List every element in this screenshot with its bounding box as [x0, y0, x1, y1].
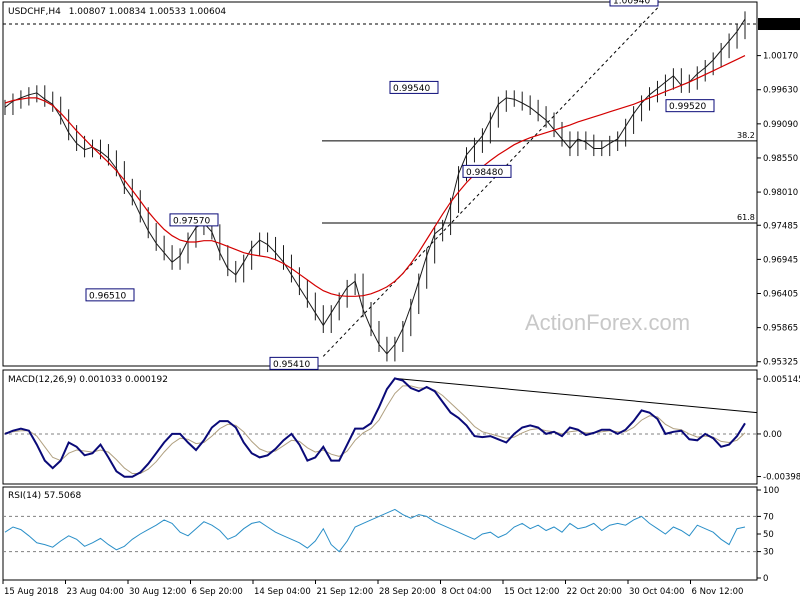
x-tick-label: 30 Oct 04:00	[629, 587, 684, 597]
price-y-tick-label: 0.99630	[763, 86, 798, 96]
fib-label-38.2: 38.2	[737, 131, 755, 140]
price-y-tick-label: 0.98010	[763, 188, 798, 198]
price-panel-title: USDCHF,H4 1.00807 1.00834 1.00533 1.0060…	[8, 7, 226, 17]
moving-average-line	[4, 55, 746, 297]
x-tick-label: 30 Aug 12:00	[129, 587, 186, 597]
level-callout-box	[269, 356, 319, 370]
level-callout-box	[389, 80, 439, 94]
price-y-tick-label: 0.98550	[763, 154, 798, 164]
price-series-layer	[4, 11, 746, 362]
level-callout-label: 0.96510	[89, 291, 126, 301]
macd-series-layer	[3, 377, 758, 478]
macd-panel-title: MACD(12,26,9) 0.001033 0.000192	[8, 375, 168, 385]
macd-y-tick-label: -0.003989	[763, 473, 800, 483]
current-price-flag	[758, 18, 800, 31]
level-callout-box	[85, 288, 135, 302]
price-y-tick-label: 0.99090	[763, 120, 798, 130]
price-line	[4, 18, 746, 355]
price-panel-frame	[2, 1, 758, 367]
macd-trendline	[394, 377, 758, 414]
x-tick-label: 28 Sep 20:00	[379, 587, 436, 597]
price-y-tick-label: 0.97485	[763, 221, 798, 231]
x-tick-label: 15 Oct 12:00	[504, 587, 559, 597]
level-callout-box	[609, 0, 659, 7]
x-tick-label: 23 Aug 04:00	[67, 587, 124, 597]
x-tick-label: 15 Aug 2018	[4, 587, 58, 597]
current-price-flag-label: 1.00670	[760, 21, 795, 31]
x-tick-label: 6 Sep 20:00	[192, 587, 243, 597]
ohlc-label: 1.00807 1.00834 1.00533 1.00604	[69, 7, 227, 17]
macd-y-tick-label: 0.005145	[763, 375, 800, 385]
rsi-y-tick-label: 50	[763, 530, 774, 540]
macd-y-tick-label: 0.00	[763, 430, 782, 440]
rsi-panel-frame	[2, 486, 758, 581]
symbol-label: USDCHF,H4	[8, 7, 61, 17]
uptrend-line	[322, 6, 659, 357]
rsi-series-layer	[3, 508, 757, 553]
level-callout-label: 0.97570	[173, 216, 210, 226]
rsi-y-tick-label: 70	[763, 512, 774, 522]
price-annotation-layer: 1.00940 0.99540 0.98480 0.99520 0.97570 0.965…	[85, 0, 715, 370]
level-callout-label: 1.00940	[613, 0, 650, 6]
fib-label-61.8: 61.8	[737, 213, 755, 222]
rsi-y-tick-label: 100	[763, 486, 779, 496]
price-y-tick-label: 0.96945	[763, 255, 798, 265]
price-static-layer: 38.2 61.8	[3, 6, 757, 357]
x-tick-label: 21 Sep 12:00	[317, 587, 374, 597]
y-axis-layer: 1.00170 0.99630 0.99090 0.98550 0.98010 0.974…	[757, 18, 800, 584]
rsi-line	[4, 508, 746, 553]
price-y-tick-label: 0.96405	[763, 289, 798, 299]
x-tick-label: 8 Oct 04:00	[442, 587, 492, 597]
x-tick-label: 22 Oct 20:00	[567, 587, 622, 597]
level-callout-box	[169, 213, 219, 227]
rsi-panel-title: RSI(14) 57.5068	[8, 491, 81, 501]
x-axis-layer: 15 Aug 2018 23 Aug 04:00 30 Aug 12:00 6 Sep…	[2, 580, 744, 597]
price-y-tick-label: 0.95865	[763, 324, 798, 334]
x-tick-label: 14 Sep 04:00	[254, 587, 311, 597]
rsi-y-tick-label: 30	[763, 548, 774, 558]
watermark: ActionForex.com	[525, 310, 690, 335]
level-callout-label: 0.98480	[466, 168, 503, 178]
level-callout-box	[462, 164, 512, 178]
price-y-tick-label: 0.95325	[763, 358, 798, 368]
price-y-tick-label: 1.00170	[763, 52, 798, 62]
x-tick-label: 6 Nov 12:00	[692, 587, 744, 597]
level-callout-label: 0.99520	[669, 102, 706, 112]
macd-panel-frame	[2, 369, 758, 485]
level-callout-label: 0.99540	[393, 84, 430, 94]
level-callout-label: 0.95410	[273, 360, 310, 370]
rsi-y-tick-label: 0	[763, 574, 768, 584]
macd-line	[4, 377, 746, 478]
level-callout-box	[665, 99, 715, 113]
